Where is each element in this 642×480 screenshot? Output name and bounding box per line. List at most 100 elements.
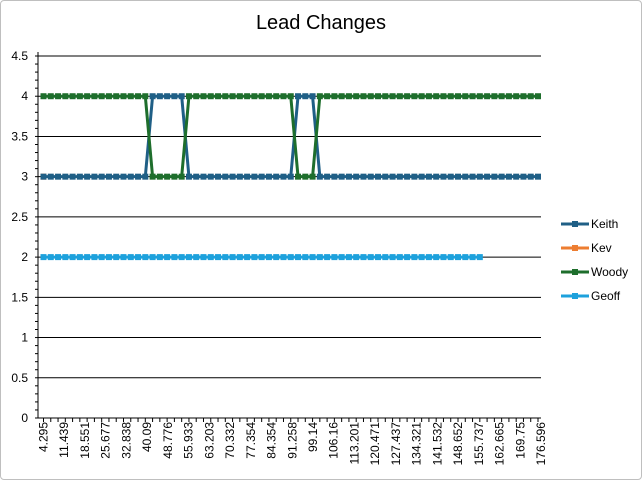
data-point-woody <box>171 173 178 180</box>
data-point-keith <box>476 173 483 180</box>
data-point-geoff <box>265 254 272 261</box>
data-point-keith <box>236 173 243 180</box>
data-point-keith <box>418 173 425 180</box>
data-point-geoff <box>55 254 62 261</box>
data-point-geoff <box>338 254 345 261</box>
data-point-geoff <box>251 254 258 261</box>
data-point-keith <box>265 173 272 180</box>
data-point-geoff <box>215 254 222 261</box>
data-point-woody <box>425 93 432 100</box>
data-point-geoff <box>382 254 389 261</box>
data-point-geoff <box>280 254 287 261</box>
x-tick-label: 48.776 <box>161 422 175 459</box>
data-point-keith <box>62 173 69 180</box>
data-point-keith <box>309 93 316 100</box>
data-point-keith <box>505 173 512 180</box>
data-point-woody <box>295 173 302 180</box>
x-tick-label: 134.321 <box>410 422 424 466</box>
data-point-geoff <box>164 254 171 261</box>
data-point-woody <box>513 93 520 100</box>
data-point-geoff <box>193 254 200 261</box>
data-point-keith <box>98 173 105 180</box>
data-point-woody <box>455 93 462 100</box>
data-point-geoff <box>404 254 411 261</box>
y-tick-label: 1.5 <box>11 290 28 304</box>
data-point-woody <box>229 93 236 100</box>
data-point-woody <box>367 93 374 100</box>
data-point-woody <box>280 93 287 100</box>
data-point-woody <box>309 173 316 180</box>
legend-marker-kev <box>572 245 578 251</box>
data-point-geoff <box>156 254 163 261</box>
data-point-woody <box>142 93 149 100</box>
data-point-keith <box>135 173 142 180</box>
x-tick-label: 148.652 <box>451 422 465 466</box>
data-point-keith <box>156 93 163 100</box>
data-point-geoff <box>353 254 360 261</box>
data-point-geoff <box>207 254 214 261</box>
data-point-woody <box>47 93 54 100</box>
data-point-keith <box>229 173 236 180</box>
y-tick-label: 2.5 <box>11 210 28 224</box>
data-point-woody <box>55 93 62 100</box>
x-tick-label: 4.295 <box>37 422 51 452</box>
data-point-keith <box>287 173 294 180</box>
data-point-geoff <box>127 254 134 261</box>
data-point-woody <box>389 93 396 100</box>
data-point-keith <box>273 173 280 180</box>
data-point-keith <box>411 173 418 180</box>
legend-label-woody: Woody <box>591 265 628 279</box>
data-point-keith <box>360 173 367 180</box>
legend-label-kev: Kev <box>591 241 612 255</box>
data-point-woody <box>324 93 331 100</box>
x-tick-label: 99.14 <box>306 422 320 452</box>
data-point-keith <box>76 173 83 180</box>
data-point-geoff <box>302 254 309 261</box>
data-point-geoff <box>331 254 338 261</box>
data-point-woody <box>535 93 541 100</box>
data-point-keith <box>178 93 185 100</box>
data-point-geoff <box>105 254 112 261</box>
data-point-geoff <box>295 254 302 261</box>
data-point-geoff <box>418 254 425 261</box>
data-point-woody <box>505 93 512 100</box>
data-point-keith <box>324 173 331 180</box>
legend-label-keith: Keith <box>591 217 618 231</box>
data-point-keith <box>491 173 498 180</box>
data-point-keith <box>440 173 447 180</box>
data-point-woody <box>236 93 243 100</box>
data-point-geoff <box>287 254 294 261</box>
x-tick-label: 32.838 <box>119 422 133 459</box>
data-point-keith <box>455 173 462 180</box>
data-point-keith <box>396 173 403 180</box>
data-point-geoff <box>98 254 105 261</box>
data-point-keith <box>200 173 207 180</box>
y-tick-label: 1 <box>21 331 28 345</box>
data-point-woody <box>84 93 91 100</box>
y-tick-label: 4.5 <box>11 49 28 63</box>
data-point-woody <box>331 93 338 100</box>
data-point-keith <box>258 173 265 180</box>
data-point-keith <box>171 93 178 100</box>
legend-marker-keith <box>572 221 578 227</box>
data-point-geoff <box>469 254 476 261</box>
data-point-keith <box>142 173 149 180</box>
data-point-woody <box>149 173 156 180</box>
x-tick-label: 127.437 <box>389 422 403 466</box>
data-point-keith <box>295 93 302 100</box>
x-tick-label: 141.532 <box>430 422 444 466</box>
data-point-geoff <box>62 254 69 261</box>
data-point-keith <box>302 93 309 100</box>
x-tick-label: 113.201 <box>347 422 361 465</box>
data-point-keith <box>149 93 156 100</box>
data-point-geoff <box>178 254 185 261</box>
data-point-geoff <box>236 254 243 261</box>
data-point-woody <box>251 93 258 100</box>
chart-title: Lead Changes <box>255 12 387 34</box>
legend-marker-woody <box>572 269 578 275</box>
data-point-keith <box>469 173 476 180</box>
data-point-keith <box>389 173 396 180</box>
data-point-woody <box>462 93 469 100</box>
x-tick-label: 55.933 <box>182 422 196 459</box>
data-point-keith <box>164 93 171 100</box>
